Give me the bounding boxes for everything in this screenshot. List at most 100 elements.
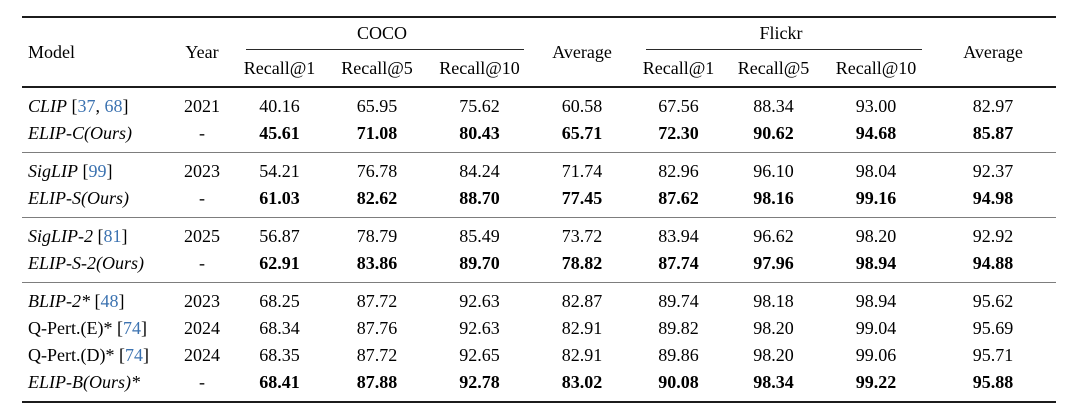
- metric-value: 54.21: [259, 161, 300, 181]
- metric-value: 65.95: [356, 96, 398, 116]
- metric-value: 98.04: [855, 161, 897, 181]
- metric-value: 78.79: [356, 226, 398, 246]
- metric-value: 98.94: [855, 253, 897, 273]
- metric-value: 92.65: [459, 345, 500, 365]
- citation-link[interactable]: 37: [77, 96, 96, 116]
- model-name: CLIP: [28, 96, 68, 116]
- table-row: Q-Pert.(D)* [74] 2024 68.35 87.72 92.65 82.91…: [22, 342, 1056, 369]
- model-group: CLIP [37, 68] 2021 40.16 65.95 75.62 60.58 67.…: [22, 87, 1056, 153]
- column-header-average-coco: Average: [552, 41, 612, 62]
- metric-value: 82.96: [658, 161, 699, 181]
- year-cell: 2021: [184, 96, 220, 116]
- metric-value: 80.43: [459, 123, 500, 143]
- metric-value: 99.06: [855, 345, 897, 365]
- metric-value: 90.08: [658, 372, 699, 392]
- table-row: SigLIP-2 [81] 2025 56.87 78.79 85.49 73.72 83.…: [22, 218, 1056, 251]
- metric-value: 76.78: [356, 161, 398, 181]
- model-name: BLIP-2*: [28, 291, 90, 311]
- metric-value: 72.30: [658, 123, 699, 143]
- metric-value: 87.62: [658, 188, 699, 208]
- column-header-year: Year: [185, 41, 219, 62]
- metric-value: 92.37: [972, 161, 1014, 181]
- metric-value: 87.76: [356, 318, 398, 338]
- column-header-coco-recall10: Recall@10: [439, 57, 520, 78]
- model-group: SigLIP [99] 2023 54.21 76.78 84.24 71.74 82.96…: [22, 152, 1057, 218]
- metric-value: 94.88: [972, 253, 1014, 273]
- citation-link[interactable]: 81: [103, 226, 122, 246]
- citation-link[interactable]: 48: [100, 291, 119, 311]
- column-group-flickr: Flickr: [632, 17, 930, 50]
- metric-value: 98.20: [753, 345, 794, 365]
- metric-value: 73.72: [561, 226, 603, 246]
- metric-value: 96.10: [753, 161, 794, 181]
- metric-value: 87.72: [356, 291, 398, 311]
- table-row: ELIP-C(Ours) - 45.61 71.08 80.43 65.71 72.30 90…: [22, 120, 1056, 153]
- model-name: SigLIP: [28, 161, 79, 181]
- metric-value: 92.78: [459, 372, 500, 392]
- table-row: Q-Pert.(E)* [74] 2024 68.34 87.76 92.63 82.91…: [22, 315, 1056, 342]
- metric-value: 60.58: [561, 96, 603, 116]
- model-group: BLIP-2* [48] 2023 68.25 87.72 92.63 82.87 89.7…: [22, 282, 1057, 403]
- year-cell: 2024: [184, 318, 220, 338]
- model-name: Q-Pert.(E)*: [28, 318, 113, 338]
- metric-value: 94.98: [972, 188, 1014, 208]
- metric-value: 65.71: [561, 123, 603, 143]
- metric-value: 62.91: [259, 253, 300, 273]
- metric-value: 99.22: [855, 372, 897, 392]
- metric-value: 94.68: [855, 123, 897, 143]
- model-name-cell: ELIP-C(Ours): [22, 120, 172, 153]
- header-row-metrics: Recall@1 Recall@5 Recall@10 Recall@1 Rec…: [22, 50, 1056, 87]
- year-cell: -: [199, 253, 205, 273]
- model-name: ELIP-S(Ours): [28, 188, 129, 208]
- metric-value: 82.91: [561, 318, 603, 338]
- metric-value: 82.97: [972, 96, 1014, 116]
- model-name-cell: Q-Pert.(D)* [74]: [22, 342, 172, 369]
- column-header-coco-recall5: Recall@5: [341, 57, 413, 78]
- metric-value: 99.04: [855, 318, 897, 338]
- citation-link[interactable]: 99: [88, 161, 107, 181]
- year-cell: 2023: [184, 291, 220, 311]
- citation: [74]: [112, 318, 147, 338]
- model-name: ELIP-B(Ours)*: [28, 372, 140, 392]
- model-name-cell: ELIP-S(Ours): [22, 185, 172, 218]
- metric-value: 85.49: [459, 226, 500, 246]
- column-header-flickr-recall5: Recall@5: [737, 57, 810, 78]
- column-header-model: Model: [28, 41, 75, 62]
- metric-value: 87.72: [356, 345, 398, 365]
- citation: [99]: [78, 161, 113, 181]
- model-name: SigLIP-2: [28, 226, 93, 246]
- table-row: CLIP [37, 68] 2021 40.16 65.95 75.62 60.58 67.…: [22, 87, 1056, 120]
- metric-value: 92.92: [972, 226, 1014, 246]
- model-name: ELIP-C(Ours): [28, 123, 132, 143]
- table-header: Model Year COCO Average Flickr Average R…: [22, 17, 1057, 87]
- model-name-cell: ELIP-B(Ours)*: [22, 369, 172, 402]
- results-table-container: Model Year COCO Average Flickr Average R…: [22, 16, 1080, 403]
- metric-value: 97.96: [753, 253, 794, 273]
- metric-value: 89.74: [658, 291, 699, 311]
- model-name-cell: CLIP [37, 68]: [22, 87, 172, 120]
- citation-link[interactable]: 68: [104, 96, 123, 116]
- table-row: BLIP-2* [48] 2023 68.25 87.72 92.63 82.87 89.7…: [22, 283, 1056, 316]
- column-group-coco: COCO: [232, 17, 532, 50]
- model-group: SigLIP-2 [81] 2025 56.87 78.79 85.49 73.72 83.…: [22, 217, 1057, 283]
- metric-value: 98.16: [753, 188, 794, 208]
- metric-value: 68.34: [259, 318, 300, 338]
- model-name: Q-Pert.(D)*: [28, 345, 115, 365]
- citation-link[interactable]: 74: [122, 318, 141, 338]
- metric-value: 82.62: [356, 188, 398, 208]
- metric-value: 98.34: [753, 372, 794, 392]
- metric-value: 68.35: [259, 345, 300, 365]
- results-table: Model Year COCO Average Flickr Average R…: [22, 16, 1057, 403]
- citation: [74]: [114, 345, 149, 365]
- metric-value: 83.94: [658, 226, 699, 246]
- metric-value: 68.25: [259, 291, 300, 311]
- metric-value: 45.61: [259, 123, 300, 143]
- year-cell: -: [199, 372, 205, 392]
- metric-value: 89.86: [658, 345, 699, 365]
- metric-value: 90.62: [753, 123, 794, 143]
- citation-link[interactable]: 74: [124, 345, 143, 365]
- metric-value: 88.70: [459, 188, 500, 208]
- column-header-flickr-recall10: Recall@10: [835, 57, 917, 78]
- metric-value: 68.41: [259, 372, 300, 392]
- metric-value: 92.63: [459, 318, 500, 338]
